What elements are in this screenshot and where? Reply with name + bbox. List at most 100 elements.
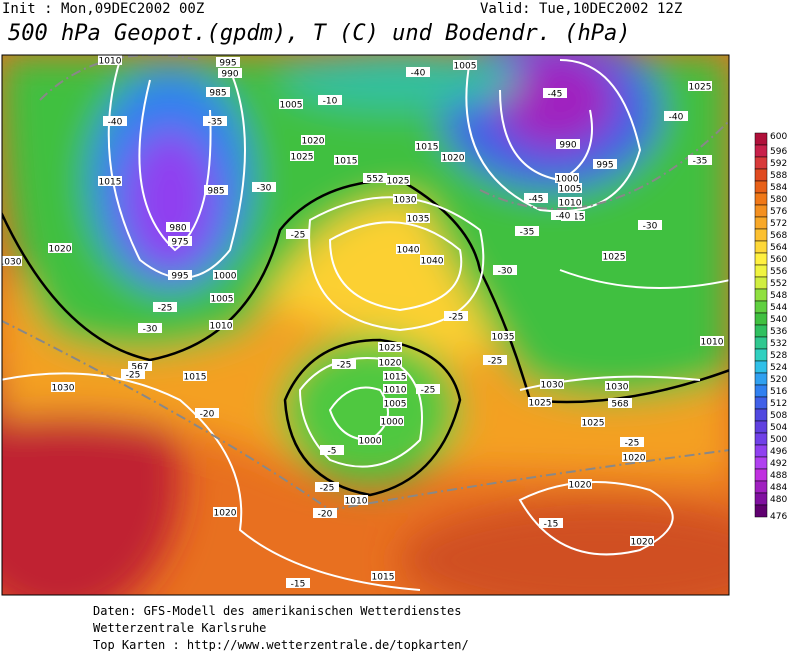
legend-label: 544 [770, 303, 787, 313]
label-box [593, 159, 617, 169]
label-box [638, 220, 662, 230]
contour-label: 1010 [99, 57, 122, 67]
legend-label: 512 [770, 399, 787, 409]
contour-label: 1010 [345, 497, 368, 507]
legend-swatch [754, 180, 768, 194]
label-box [551, 210, 575, 220]
contour-label: 985 [207, 187, 224, 197]
footer-line: Top Karten : http://www.wetterzentrale.d… [93, 638, 469, 651]
legend-swatch [754, 288, 768, 302]
legend-label: 588 [770, 171, 787, 181]
legend-label: 592 [770, 159, 787, 169]
legend-swatch [754, 444, 768, 458]
label-box [524, 193, 548, 203]
label-box [688, 155, 712, 165]
contour-label: 1005 [384, 400, 407, 410]
legend-swatch [754, 492, 768, 506]
label-box [386, 175, 410, 185]
label-box [515, 226, 539, 236]
contour-label: -15 [291, 580, 306, 590]
contour-label: 1010 [384, 386, 407, 396]
contour-label: 1010 [701, 338, 724, 348]
label-box [204, 185, 228, 195]
contour-label: -45 [529, 195, 544, 205]
legend-swatch [754, 396, 768, 410]
footer-line: Daten: GFS-Modell des amerikanischen Wet… [93, 604, 461, 618]
legend-label: 488 [770, 471, 787, 481]
label-box [383, 384, 407, 394]
legend-label: 504 [770, 423, 787, 433]
contour-label: 1020 [214, 509, 237, 519]
label-box [166, 222, 190, 232]
label-box [363, 173, 387, 183]
contour-label: 1000 [381, 418, 404, 428]
label-box [218, 68, 242, 78]
contour-label: 980 [169, 224, 186, 234]
legend-label: 480 [770, 495, 787, 505]
contour-label: -30 [143, 325, 158, 335]
valid-text: Valid: Tue,10DEC2002 12Z [480, 1, 682, 17]
legend-label: 524 [770, 363, 787, 373]
label-box [543, 88, 567, 98]
legend-swatch [754, 420, 768, 434]
label-box [332, 359, 356, 369]
legend-swatch [754, 336, 768, 350]
contour-label: -20 [318, 510, 333, 520]
legend-label: 556 [770, 267, 787, 277]
label-box [420, 255, 444, 265]
legend-swatch [754, 192, 768, 206]
label-box [286, 578, 310, 588]
legend-label: 540 [770, 315, 787, 325]
label-box [320, 445, 344, 455]
label-box [213, 507, 237, 517]
contour-label: 1025 [582, 419, 605, 429]
contour-label: 1025 [387, 177, 410, 187]
label-box [540, 379, 564, 389]
contour-label: -25 [337, 361, 352, 371]
label-box [195, 408, 219, 418]
contour-label: 568 [611, 400, 628, 410]
contour-label: -30 [643, 222, 658, 232]
label-box [290, 151, 314, 161]
contour-label: 1005 [454, 62, 477, 72]
legend-swatch [754, 312, 768, 326]
contour-label: -25 [488, 357, 503, 367]
legend-swatch [754, 408, 768, 422]
label-box [286, 229, 310, 239]
label-box [602, 251, 626, 261]
legend-label: 508 [770, 411, 787, 421]
contour-label: 1010 [559, 199, 582, 209]
legend-label: 532 [770, 339, 787, 349]
contour-label: -25 [421, 386, 436, 396]
label-box [313, 508, 337, 518]
contour-label: 1015 [99, 178, 122, 188]
legend-label: 584 [770, 183, 787, 193]
contour-label: 1030 [541, 381, 564, 391]
contour-label: 1020 [631, 538, 654, 548]
contour-label: -40 [669, 113, 684, 123]
label-box [539, 518, 563, 528]
contour-label: 1020 [623, 454, 646, 464]
contour-label: 1005 [211, 295, 234, 305]
contour-label: 990 [221, 70, 238, 80]
contour-label: 1010 [210, 322, 233, 332]
contour-label: 1015 [184, 373, 207, 383]
label-box [555, 173, 579, 183]
contour-label: 1020 [442, 154, 465, 164]
label-box [209, 320, 233, 330]
contour-label: 1005 [280, 101, 303, 111]
contour-label: 1025 [379, 344, 402, 354]
legend-swatch [754, 348, 768, 362]
contour-label: 975 [171, 238, 188, 248]
label-box [121, 369, 145, 379]
contour-label: 1025 [291, 153, 314, 163]
label-box [334, 155, 358, 165]
contour-label: -15 [544, 520, 559, 530]
legend-swatch [754, 360, 768, 374]
label-box [98, 176, 122, 186]
label-box [51, 382, 75, 392]
contour-label: -25 [625, 439, 640, 449]
contour-label: 1035 [407, 215, 430, 225]
contour-label: 1025 [689, 83, 712, 93]
